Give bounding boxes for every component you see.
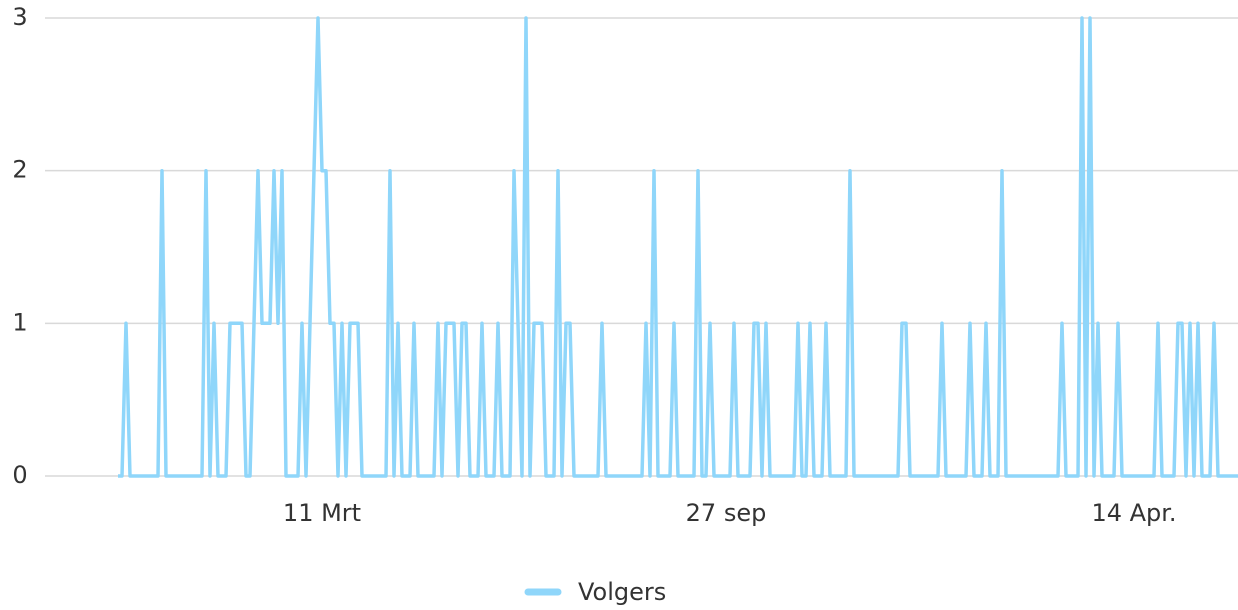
x-tick-label: 27 sep bbox=[686, 499, 767, 527]
y-tick-label: 1 bbox=[12, 308, 27, 336]
x-tick-label: 14 Apr. bbox=[1091, 499, 1176, 527]
y-tick-label: 2 bbox=[12, 156, 27, 184]
y-tick-label: 0 bbox=[12, 461, 27, 489]
x-tick-label: 11 Mrt bbox=[283, 499, 361, 527]
y-tick-label: 3 bbox=[12, 3, 27, 31]
legend-label: Volgers bbox=[578, 578, 666, 606]
line bbox=[118, 16, 1238, 478]
